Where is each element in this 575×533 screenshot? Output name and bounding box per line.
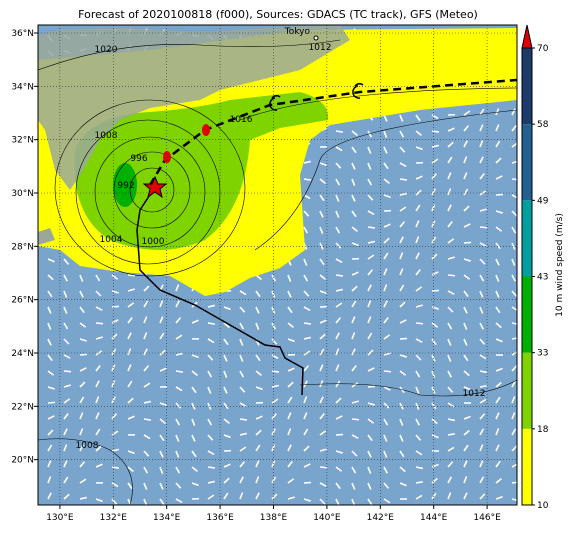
colorbar-bin (522, 277, 532, 353)
colorbar-tick-label: 70 (537, 44, 549, 54)
lat-tick-label: 32°N (11, 136, 34, 146)
colorbar-bin (522, 200, 532, 276)
barb (80, 354, 87, 355)
lon-tick-label: 146°E (473, 513, 501, 523)
lat-tick-label: 20°N (11, 456, 34, 466)
barb (416, 323, 423, 324)
barb (112, 306, 119, 307)
city-marker (314, 36, 318, 40)
track-point (202, 124, 210, 136)
lon-tick-label: 144°E (420, 513, 448, 523)
lat-tick-label: 30°N (11, 189, 34, 199)
barb (320, 467, 327, 468)
barb (400, 179, 407, 180)
barb (176, 371, 183, 372)
isobar-label: 1000 (142, 237, 165, 247)
barb (272, 371, 279, 372)
lon-tick-label: 132°E (100, 513, 128, 523)
barb (304, 323, 311, 324)
isobar-label: 996 (130, 154, 147, 164)
barb (336, 131, 343, 132)
barb (128, 275, 135, 276)
barb (64, 371, 71, 372)
lat-tick-label: 36°N (11, 29, 34, 39)
isobar-label: 1012 (309, 43, 332, 53)
barb (208, 323, 215, 324)
colorbar-tick-label: 58 (537, 120, 549, 130)
colorbar-bin (522, 48, 532, 124)
colorbar-bin (522, 429, 532, 505)
barb (480, 227, 487, 228)
barb (384, 371, 391, 372)
barb (432, 290, 439, 291)
barb (144, 419, 151, 420)
colorbar-tick-label: 18 (537, 425, 549, 435)
city-label: Tokyo (284, 27, 311, 37)
barb (448, 275, 455, 276)
barb (512, 482, 519, 483)
barb (304, 482, 311, 483)
barb (112, 467, 119, 468)
colorbar-bin (522, 124, 532, 200)
colorbar-tick-label: 49 (537, 196, 549, 206)
barb (512, 179, 519, 180)
barb (48, 402, 55, 403)
colorbar-bin (522, 353, 532, 429)
lon-tick-label: 130°E (46, 513, 74, 523)
title: Forecast of 2020100818 (f000), Sources: … (78, 8, 478, 21)
isobar-label: 1020 (95, 45, 118, 55)
barb (304, 179, 311, 180)
lon-tick-label: 134°E (153, 513, 181, 523)
isobar-label: 1004 (100, 235, 123, 245)
barb (352, 419, 359, 420)
barb (368, 386, 375, 387)
colorbar-tick-label: 43 (537, 273, 548, 283)
colorbar-label: 10 m wind speed (m/s) (555, 213, 565, 317)
barb (336, 434, 343, 435)
track-point (163, 151, 171, 163)
isobar-label: 1012 (463, 389, 486, 399)
lat-tick-label: 26°N (11, 296, 34, 306)
isobar-label: 992 (117, 181, 134, 191)
lat-tick-label: 22°N (11, 402, 34, 412)
lon-tick-label: 136°E (206, 513, 234, 523)
barb (368, 227, 375, 228)
lat-tick-label: 34°N (11, 82, 34, 92)
barb (496, 194, 503, 195)
barb (208, 467, 215, 468)
barb (96, 323, 103, 324)
colorbar-tick-label: 10 (537, 501, 549, 511)
lat-tick-label: 24°N (11, 349, 34, 359)
lon-tick-label: 138°E (260, 513, 288, 523)
lat-tick-label: 28°N (11, 242, 34, 252)
isobar-label: 1008 (76, 441, 99, 451)
colorbar-extend (522, 25, 532, 48)
colorbar: 10 18 33 43 49 58 70 (522, 25, 549, 511)
lon-tick-label: 142°E (367, 513, 395, 523)
barb (400, 338, 407, 339)
isobar-label: 1016 (230, 115, 253, 125)
colorbar-tick-label: 33 (537, 349, 548, 359)
barb (336, 275, 343, 276)
barb (464, 242, 471, 243)
barb (240, 419, 247, 420)
lon-tick-label: 140°E (313, 513, 341, 523)
barb (432, 131, 439, 132)
